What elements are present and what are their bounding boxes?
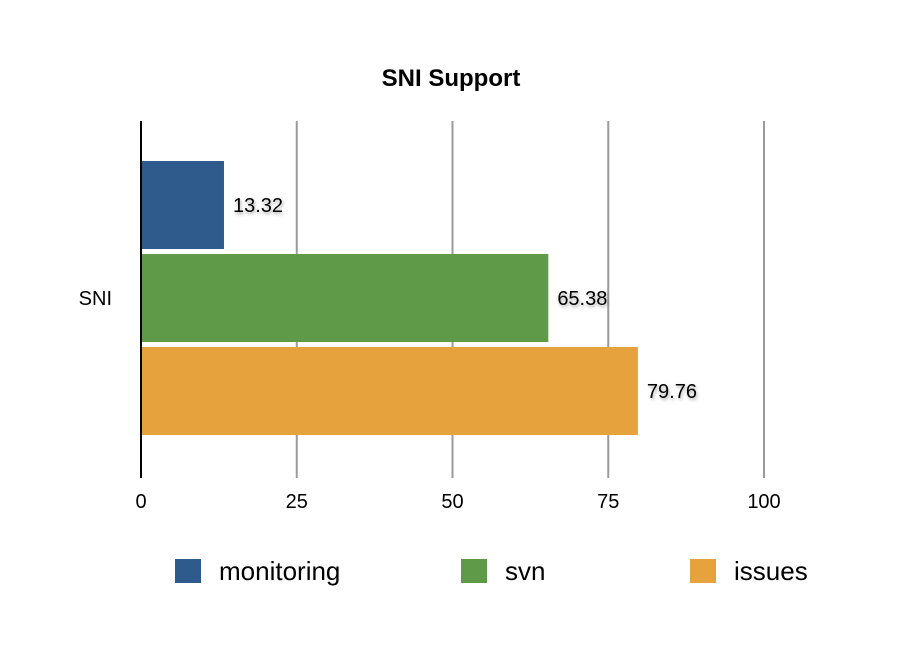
axes: 0 25 50 75 100 SNI	[79, 121, 781, 513]
x-tick-label-75: 75	[597, 491, 619, 513]
bars	[141, 161, 638, 435]
value-labels: 13.32 65.38 79.76	[233, 195, 697, 403]
value-label-issues: 79.76	[647, 381, 697, 403]
bar-monitoring	[141, 161, 224, 249]
chart-title: SNI Support	[382, 65, 521, 92]
x-tick-label-0: 0	[135, 491, 146, 513]
category-label-sni: SNI	[79, 288, 112, 310]
value-label-monitoring: 13.32	[233, 195, 283, 217]
x-tick-label-50: 50	[441, 491, 463, 513]
legend-label-svn: svn	[505, 556, 545, 586]
value-label-svn: 65.38	[557, 288, 607, 310]
legend-swatch-issues	[690, 559, 716, 583]
x-tick-label-25: 25	[286, 491, 308, 513]
legend-swatch-svn	[461, 559, 487, 583]
bar-svn	[141, 254, 549, 342]
legend-label-issues: issues	[734, 556, 808, 586]
x-tick-label-100: 100	[747, 491, 780, 513]
legend-label-monitoring: monitoring	[219, 556, 340, 586]
bar-issues	[141, 347, 638, 435]
legend-swatch-monitoring	[175, 559, 201, 583]
legend: monitoring svn issues	[175, 556, 808, 586]
